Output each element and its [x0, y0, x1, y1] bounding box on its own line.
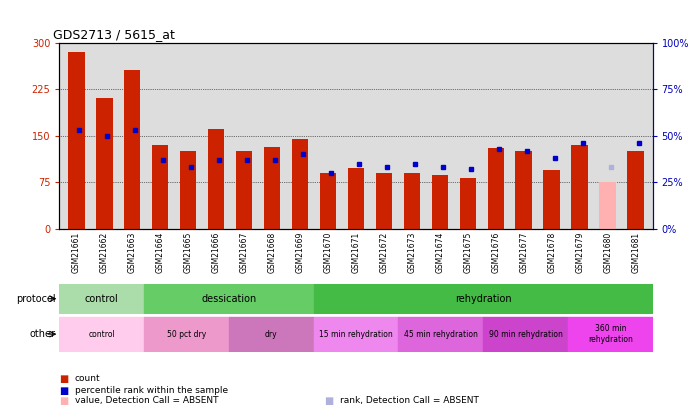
Text: GSM21681: GSM21681: [631, 231, 640, 273]
Text: GSM21676: GSM21676: [491, 231, 500, 273]
Text: GSM21673: GSM21673: [408, 231, 417, 273]
Text: GSM21667: GSM21667: [239, 231, 248, 273]
Text: GSM21680: GSM21680: [603, 231, 612, 273]
Bar: [96, 98, 112, 229]
Text: 360 min
rehydration: 360 min rehydration: [588, 324, 632, 344]
Text: 45 min rehydration: 45 min rehydration: [404, 330, 477, 339]
Text: 90 min rehydration: 90 min rehydration: [489, 330, 563, 339]
Text: GSM21678: GSM21678: [547, 231, 556, 273]
Bar: [376, 173, 392, 229]
Bar: [399, 317, 483, 352]
Text: ■: ■: [59, 374, 68, 384]
Text: GSM21665: GSM21665: [184, 231, 193, 273]
Bar: [544, 170, 560, 229]
Bar: [59, 284, 144, 313]
Bar: [313, 317, 399, 352]
Bar: [151, 145, 168, 229]
Text: other: other: [30, 329, 56, 339]
Text: GSM21674: GSM21674: [436, 231, 445, 273]
Text: value, Detection Call = ABSENT: value, Detection Call = ABSENT: [75, 396, 218, 405]
Text: GSM21662: GSM21662: [100, 231, 109, 273]
Text: ■: ■: [59, 386, 68, 396]
Text: dessication: dessication: [201, 294, 256, 304]
Text: GSM21670: GSM21670: [323, 231, 332, 273]
Text: GSM21669: GSM21669: [295, 231, 304, 273]
Bar: [403, 173, 420, 229]
Text: ■: ■: [59, 396, 68, 405]
Bar: [459, 178, 476, 229]
Bar: [628, 151, 644, 229]
Bar: [600, 181, 616, 229]
Bar: [516, 151, 533, 229]
Bar: [264, 147, 281, 229]
Bar: [313, 284, 653, 313]
Text: protocol: protocol: [16, 294, 56, 304]
Bar: [236, 151, 253, 229]
Bar: [320, 173, 336, 229]
Bar: [68, 52, 84, 229]
Text: GSM21677: GSM21677: [519, 231, 528, 273]
Bar: [572, 145, 588, 229]
Text: count: count: [75, 374, 101, 383]
Text: ■: ■: [325, 396, 334, 405]
Text: GSM21679: GSM21679: [575, 231, 584, 273]
Bar: [207, 130, 225, 229]
Text: GSM21664: GSM21664: [156, 231, 165, 273]
Bar: [431, 175, 448, 229]
Text: dry: dry: [265, 330, 278, 339]
Bar: [487, 148, 504, 229]
Text: GSM21672: GSM21672: [380, 231, 389, 273]
Text: GSM21666: GSM21666: [211, 231, 221, 273]
Bar: [59, 317, 144, 352]
Text: control: control: [89, 330, 115, 339]
Text: GSM21661: GSM21661: [72, 231, 81, 273]
Text: control: control: [85, 294, 119, 304]
Bar: [568, 317, 653, 352]
Text: 15 min rehydration: 15 min rehydration: [319, 330, 393, 339]
Bar: [483, 317, 568, 352]
Text: 50 pct dry: 50 pct dry: [167, 330, 206, 339]
Text: GDS2713 / 5615_at: GDS2713 / 5615_at: [54, 28, 175, 41]
Text: GSM21663: GSM21663: [128, 231, 137, 273]
Bar: [292, 139, 309, 229]
Text: rehydration: rehydration: [455, 294, 512, 304]
Bar: [144, 284, 313, 313]
Text: GSM21675: GSM21675: [463, 231, 473, 273]
Bar: [144, 317, 229, 352]
Bar: [348, 168, 364, 229]
Bar: [124, 70, 140, 229]
Text: GSM21671: GSM21671: [352, 231, 360, 273]
Text: rank, Detection Call = ABSENT: rank, Detection Call = ABSENT: [340, 396, 479, 405]
Text: percentile rank within the sample: percentile rank within the sample: [75, 386, 228, 395]
Bar: [179, 151, 196, 229]
Text: GSM21668: GSM21668: [267, 231, 276, 273]
Bar: [229, 317, 313, 352]
